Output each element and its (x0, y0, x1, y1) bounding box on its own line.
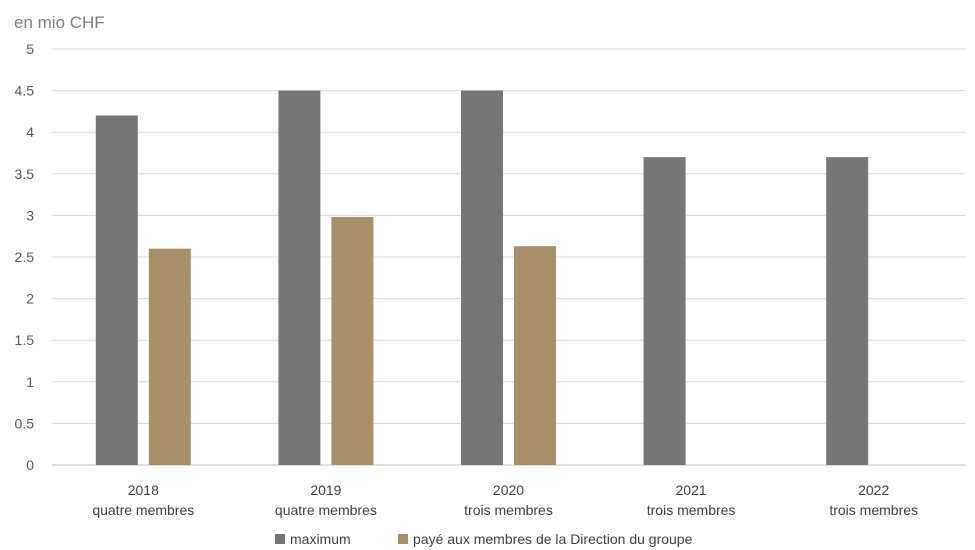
bar-maximum-2021 (644, 157, 686, 465)
y-tick-label: 3 (26, 207, 34, 223)
y-tick-label: 5 (26, 41, 34, 57)
legend: maximum payé aux membres de la Direction … (275, 531, 693, 547)
x-tick-year: 2022 (858, 482, 889, 498)
bar-maximum-2022 (826, 157, 868, 465)
y-tick-label: 0 (26, 457, 34, 473)
x-tick-members: trois membres (647, 502, 736, 518)
bars (96, 91, 868, 465)
x-tick-year: 2019 (310, 482, 341, 498)
y-tick-label: 3.5 (15, 166, 35, 182)
bar-maximum-2020 (461, 91, 503, 465)
x-tick-members: quatre membres (92, 502, 194, 518)
bar-maximum-2019 (278, 91, 320, 465)
x-tick-members: quatre membres (275, 502, 377, 518)
legend-swatch-maximum (275, 534, 285, 544)
unit-label: en mio CHF (14, 13, 105, 32)
x-tick-year: 2020 (493, 482, 524, 498)
y-tick-label: 2.5 (15, 249, 35, 265)
x-tick-members: trois membres (829, 502, 918, 518)
bar-paid-2020 (514, 246, 556, 465)
y-tick-label: 4 (26, 124, 34, 140)
x-tick-members: trois membres (464, 502, 553, 518)
y-tick-label: 1 (26, 374, 34, 390)
bar-paid-2018 (149, 249, 191, 465)
legend-label-maximum: maximum (290, 531, 351, 547)
legend-label-paid: payé aux membres de la Direction du grou… (413, 531, 693, 547)
x-tick-year: 2021 (676, 482, 707, 498)
bar-paid-2019 (331, 217, 373, 465)
x-tick-year: 2018 (128, 482, 159, 498)
y-tick-label: 2 (26, 291, 34, 307)
y-tick-label: 4.5 (15, 83, 35, 99)
y-tick-label: 1.5 (15, 332, 35, 348)
x-axis-labels: 2018 quatre membres 2019 quatre membres 2020… (92, 482, 918, 518)
y-tick-label: 0.5 (15, 415, 35, 431)
legend-swatch-paid (398, 534, 408, 544)
y-axis-ticks: 0 0.5 1 1.5 2 2.5 3 3.5 4 4.5 5 (15, 41, 35, 473)
bar-maximum-2018 (96, 116, 138, 465)
